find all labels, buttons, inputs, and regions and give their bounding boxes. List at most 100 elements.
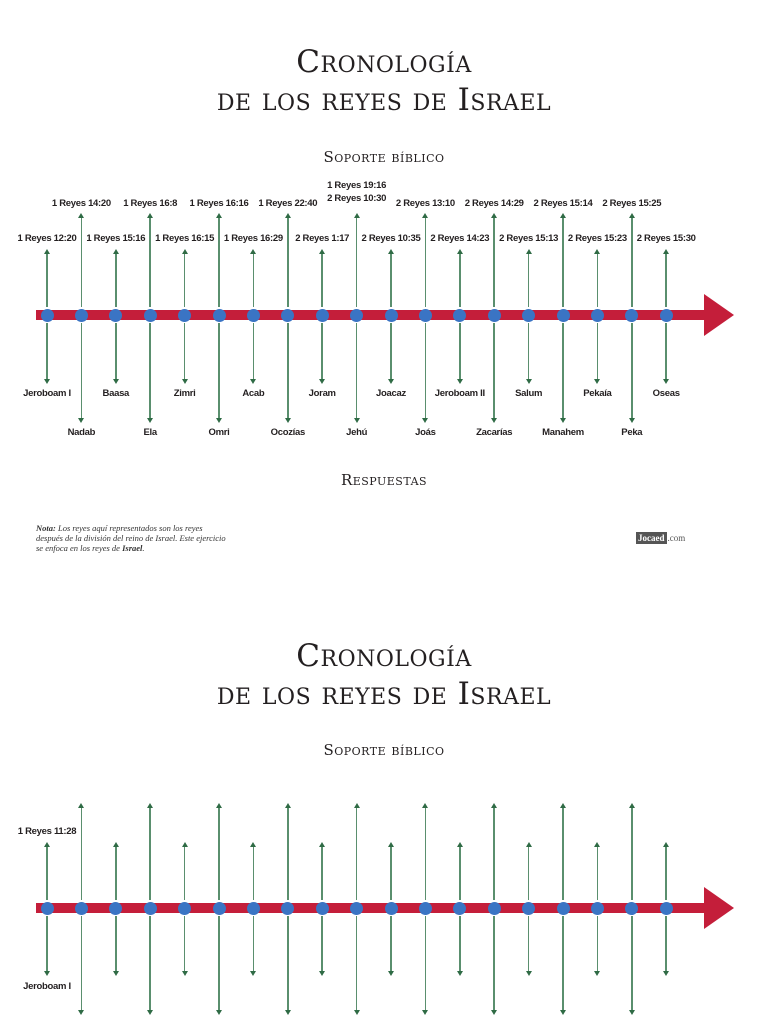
connector-down [459, 916, 461, 973]
king-label: Salum [515, 388, 543, 399]
arrow-up-icon [250, 249, 257, 254]
connector-down [218, 323, 220, 420]
timeline-marker [143, 901, 157, 915]
arrow-down-icon [353, 418, 360, 423]
reference-label: 1 Reyes 15:16 [86, 233, 146, 244]
reference-label: 2 Reyes 1:17 [295, 233, 350, 244]
connector-down [149, 916, 151, 1012]
king-label: Zacarías [476, 427, 513, 438]
arrow-down-icon [147, 1010, 154, 1015]
arrow-up-icon [44, 249, 50, 254]
connector-up [562, 216, 564, 307]
connector-up [115, 252, 117, 307]
arrow-up-icon [628, 803, 635, 808]
connector-down [149, 323, 151, 420]
connector-up [252, 845, 255, 900]
arrow-up-icon [422, 803, 429, 808]
arrow-up-icon [78, 803, 85, 808]
arrow-up-icon [78, 213, 85, 218]
connector-up [459, 845, 461, 900]
arrow-down-icon [284, 418, 291, 423]
king-label: Pekaía [583, 388, 612, 399]
reference-label: 1 Reyes 16:29 [223, 233, 283, 244]
timeline-marker [659, 901, 673, 915]
timeline-marker [178, 901, 192, 915]
arrow-down-icon [628, 418, 635, 423]
connector-up [493, 216, 495, 307]
arrow-down-icon [112, 971, 119, 976]
connector-down [390, 323, 392, 381]
page-title-line1: Cronología [296, 638, 472, 674]
answers-heading: Respuestas [340, 471, 428, 489]
arrow-down-icon [216, 1010, 222, 1015]
connector-up [46, 845, 48, 900]
arrow-down-icon [491, 1010, 498, 1015]
arrow-down-icon [663, 971, 670, 976]
connector-down [321, 916, 323, 973]
connector-down [459, 323, 461, 381]
connector-down [355, 916, 358, 1012]
arrow-up-icon [594, 249, 601, 254]
arrow-up-icon [181, 842, 188, 847]
connector-up [321, 845, 323, 900]
connector-up [459, 252, 461, 307]
connector-down [183, 916, 186, 973]
connector-up [665, 845, 667, 900]
connector-down [562, 916, 564, 1012]
connector-down [527, 323, 530, 381]
king-label: Ela [143, 427, 158, 438]
arrow-down-icon [250, 971, 257, 976]
connector-down [115, 916, 117, 973]
arrow-up-icon [525, 249, 532, 254]
timeline-marker [212, 308, 226, 322]
page-title-line2: de los reyes de Israel [216, 676, 552, 712]
connector-down [287, 916, 289, 1012]
arrow-up-icon [594, 842, 601, 847]
reference-label: 2 Reyes 10:35 [361, 233, 421, 244]
connector-down [424, 323, 427, 420]
reference-label: 1 Reyes 16:16 [189, 198, 249, 209]
connector-down [562, 323, 564, 420]
connector-up [218, 216, 220, 307]
connector-down [183, 323, 186, 381]
connector-up [424, 216, 427, 307]
note-text: Nota: Los reyes aquí representados son l… [36, 523, 226, 553]
connector-down [46, 916, 48, 973]
first-king-label: Jeroboam I [23, 981, 71, 992]
arrow-down-icon [422, 1010, 429, 1015]
connector-down [665, 916, 667, 973]
connector-up [631, 806, 633, 900]
arrow-down-icon [216, 418, 222, 423]
connector-down [252, 916, 255, 973]
arrow-up-icon [560, 213, 566, 218]
connector-up [183, 845, 186, 900]
arrow-up-icon [250, 842, 257, 847]
king-label: Oseas [652, 388, 680, 399]
arrow-up-icon [44, 842, 50, 847]
connector-up [46, 252, 48, 307]
connector-up [287, 216, 289, 307]
timeline-marker [246, 901, 260, 915]
timeline-marker [659, 308, 673, 322]
timeline-marker [487, 901, 501, 915]
reference-label: 1 Reyes 14:20 [51, 198, 111, 209]
timeline-marker [453, 308, 467, 322]
connector-down [46, 323, 48, 381]
king-label: Jehú [346, 427, 368, 438]
arrow-down-icon [594, 379, 601, 384]
connector-up [80, 216, 83, 307]
reference-label: 2 Reyes 15:14 [533, 198, 593, 209]
connector-up [527, 845, 530, 900]
arrow-up-icon [319, 842, 326, 847]
arrow-down-icon [181, 971, 188, 976]
timeline-marker [315, 901, 329, 915]
arrow-up-icon [663, 842, 670, 847]
reference-label: 1 Reyes 22:40 [258, 198, 318, 209]
reference-label: 2 Reyes 15:23 [567, 233, 627, 244]
king-label: Nadab [67, 427, 96, 438]
king-label: Joram [308, 388, 336, 399]
connector-down [252, 323, 255, 381]
reference-label: 2 Reyes 15:30 [636, 233, 696, 244]
arrow-down-icon [663, 379, 670, 384]
